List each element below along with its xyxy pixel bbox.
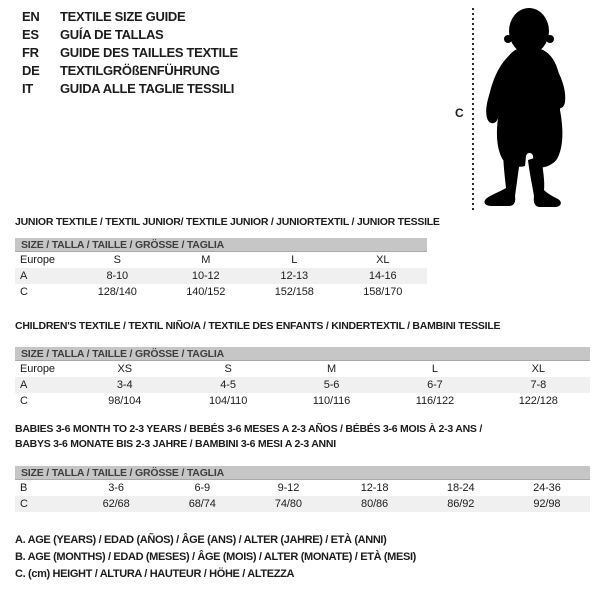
table-row: Europe S M L XL	[15, 252, 427, 268]
table-row: C 128/140 140/152 152/158 158/170	[15, 284, 427, 300]
section-title-babies: BABIES 3-6 MONTH TO 2-3 YEARS / BEBÉS 3-…	[15, 422, 482, 452]
note-b: B. AGE (MONTHS) / EDAD (MESES) / ÂGE (MO…	[15, 551, 416, 563]
table-cell: 14-16	[368, 270, 397, 282]
table-cell: 7-8	[530, 379, 547, 391]
table-cell: 74/80	[274, 498, 302, 510]
babies-size-table: SIZE / TALLA / TAILLE / GRÖSSE / TAGLIA …	[15, 466, 590, 512]
language-title: TEXTILE SIZE GUIDE	[60, 8, 186, 24]
table-cell: 12-18	[360, 482, 389, 494]
table-cell: 5-6	[323, 379, 340, 391]
table-cell: 9-12	[277, 482, 300, 494]
language-row: ES GUÍA DE TALLAS	[22, 25, 238, 43]
language-row: EN TEXTILE SIZE GUIDE	[22, 7, 238, 25]
language-title: GUIDA ALLE TAGLIE TESSILI	[60, 80, 235, 96]
table-cell: 140/152	[186, 286, 226, 298]
row-label: C	[20, 498, 28, 510]
junior-size-table: SIZE / TALLA / TAILLE / GRÖSSE / TAGLIA …	[15, 238, 427, 300]
size-header-bar: SIZE / TALLA / TAILLE / GRÖSSE / TAGLIA	[15, 347, 590, 361]
language-row: DE TEXTILGRÖßENFÜHRUNG	[22, 61, 238, 79]
row-label: C	[20, 286, 28, 298]
table-cell: 6-9	[194, 482, 211, 494]
table-cell: L	[291, 254, 298, 266]
table-cell: 158/170	[363, 286, 403, 298]
table-cell: 98/104	[108, 395, 142, 407]
table-row: A 3-4 4-5 5-6 6-7 7-8	[15, 377, 590, 393]
language-title: GUIDE DES TAILLES TEXTILE	[60, 44, 238, 60]
size-header-bar: SIZE / TALLA / TAILLE / GRÖSSE / TAGLIA	[15, 466, 590, 480]
table-row: C 62/68 68/74 74/80 80/86 86/92 92/98	[15, 496, 590, 512]
table-cell: 128/140	[97, 286, 137, 298]
table-cell: 110/116	[312, 395, 351, 407]
table-cell: 8-10	[106, 270, 129, 282]
children-size-table: SIZE / TALLA / TAILLE / GRÖSSE / TAGLIA …	[15, 347, 590, 409]
language-code: IT	[22, 80, 33, 96]
height-label: C	[455, 106, 464, 120]
table-cell: XL	[531, 363, 545, 375]
table-cell: 24-36	[533, 482, 561, 494]
table-cell: 104/110	[208, 395, 248, 407]
section-title-line: BABIES 3-6 MONTH TO 2-3 YEARS / BEBÉS 3-…	[15, 423, 483, 435]
language-list: EN TEXTILE SIZE GUIDE ES GUÍA DE TALLAS …	[22, 7, 238, 97]
table-cell: 152/158	[274, 286, 314, 298]
row-label: A	[20, 379, 28, 391]
table-cell: 12-13	[280, 270, 309, 282]
baby-silhouette-icon	[481, 6, 581, 213]
row-label: C	[20, 395, 28, 407]
table-cell: XL	[376, 254, 390, 266]
section-title-line: BABYS 3-6 MONATE BIS 2-3 JAHRE / BAMBINI…	[15, 438, 336, 450]
table-cell: 6-7	[427, 379, 443, 391]
footnotes: A. AGE (YEARS) / EDAD (AÑOS) / ÂGE (ANS)…	[15, 532, 416, 583]
language-code: EN	[22, 8, 40, 24]
row-label: A	[20, 270, 28, 282]
table-cell: 86/92	[447, 498, 475, 510]
table-cell: S	[113, 254, 121, 266]
language-title: TEXTILGRÖßENFÜHRUNG	[60, 62, 220, 78]
table-cell: 68/74	[188, 498, 216, 510]
row-label: Europe	[20, 254, 55, 266]
table-cell: 10-12	[191, 270, 220, 282]
language-row: IT GUIDA ALLE TAGLIE TESSILI	[22, 79, 238, 97]
table-cell: M	[201, 254, 211, 266]
table-cell: 122/128	[518, 395, 558, 407]
language-title: GUÍA DE TALLAS	[60, 26, 164, 42]
size-header-bar: SIZE / TALLA / TAILLE / GRÖSSE / TAGLIA	[15, 238, 427, 252]
table-row: B 3-6 6-9 9-12 12-18 18-24 24-36	[15, 480, 590, 496]
table-row: C 98/104 104/110 110/116 116/122 122/128	[15, 393, 590, 409]
table-row: A 8-10 10-12 12-13 14-16	[15, 268, 427, 284]
language-code: DE	[22, 62, 40, 78]
table-cell: 3-6	[108, 482, 124, 494]
table-row: Europe XS S M L XL	[15, 361, 590, 377]
table-cell: 92/98	[533, 498, 561, 510]
section-title-junior: JUNIOR TEXTILE / TEXTIL JUNIOR/ TEXTILE …	[15, 216, 440, 228]
note-c: C. (cm) HEIGHT / ALTURA / HAUTEUR / HÖHE…	[15, 568, 295, 580]
row-label: B	[20, 482, 28, 494]
language-code: ES	[22, 26, 39, 42]
table-cell: 4-5	[220, 379, 236, 391]
language-row: FR GUIDE DES TAILLES TEXTILE	[22, 43, 238, 61]
table-cell: S	[224, 363, 232, 375]
table-cell: M	[326, 363, 337, 375]
table-cell: 116/122	[415, 395, 455, 407]
note-a: A. AGE (YEARS) / EDAD (AÑOS) / ÂGE (ANS)…	[15, 534, 387, 546]
table-cell: 62/68	[102, 498, 130, 510]
table-cell: 80/86	[361, 498, 389, 510]
language-code: FR	[22, 44, 39, 60]
row-label: Europe	[20, 363, 55, 375]
table-cell: 18-24	[446, 482, 475, 494]
height-dotted-line	[472, 8, 474, 210]
section-title-children: CHILDREN'S TEXTILE / TEXTIL NIÑO/A / TEX…	[15, 320, 501, 332]
table-cell: L	[431, 363, 438, 375]
table-cell: 3-4	[116, 379, 133, 391]
table-cell: XS	[117, 363, 132, 375]
